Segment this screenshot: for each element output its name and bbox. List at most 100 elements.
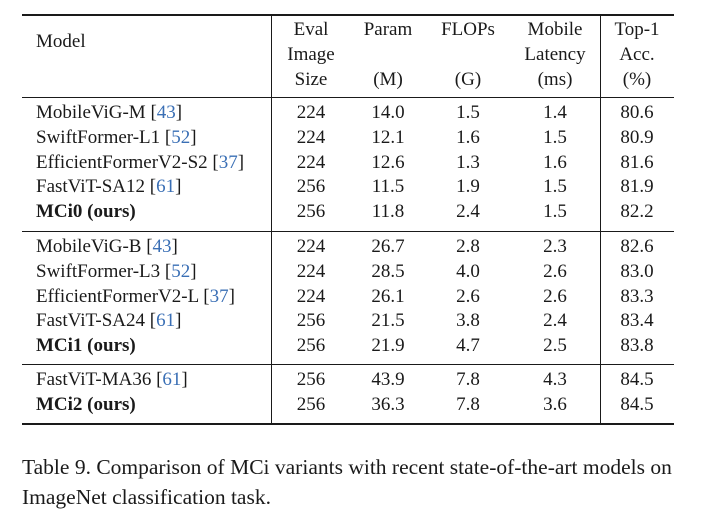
cell-model: EfficientFormerV2-S2 [37] — [36, 151, 245, 173]
cell-latency: 1.4 — [543, 102, 567, 123]
top-rule — [22, 14, 674, 16]
cell-param: 12.6 — [371, 151, 405, 173]
model-name: MCi0 (ours) — [36, 201, 136, 223]
cell-latency: 4.3 — [543, 369, 567, 390]
bottom-rule — [22, 423, 674, 425]
cell-param: 28.5 — [371, 260, 405, 282]
header-latency-2: Latency — [524, 44, 586, 65]
cell-flops: 1.5 — [456, 102, 480, 123]
citation-link[interactable]: 52 — [171, 126, 191, 148]
cell-top1: 81.6 — [620, 151, 654, 173]
cell-latency: 2.6 — [543, 285, 567, 307]
header-top1-1: Top-1 — [614, 19, 660, 40]
cell-eval-size: 256 — [296, 335, 326, 357]
model-name: SwiftFormer-L1 — [36, 126, 161, 148]
cell-top1: 83.0 — [620, 260, 654, 282]
cell-eval-size: 256 — [296, 393, 326, 415]
cell-eval-size: 224 — [296, 285, 326, 307]
citation-link[interactable]: 61 — [156, 176, 176, 198]
cell-latency: 2.5 — [543, 335, 567, 357]
header-top1-3: (%) — [622, 69, 652, 90]
header-flops-1: FLOPs — [441, 19, 495, 40]
model-name: FastViT-SA24 — [36, 310, 146, 332]
cell-param: 21.5 — [371, 310, 405, 332]
cell-flops: 1.3 — [456, 151, 480, 173]
citation-link[interactable]: 61 — [162, 369, 182, 390]
cell-param: 26.7 — [371, 236, 405, 257]
cell-param: 11.5 — [371, 176, 405, 198]
citation-link[interactable]: 37 — [218, 151, 238, 173]
cell-model: SwiftFormer-L3 [52] — [36, 260, 197, 282]
table-caption: Table 9. Comparison of MCi variants with… — [22, 455, 672, 509]
cell-eval-size: 256 — [296, 176, 326, 198]
cell-latency: 3.6 — [543, 393, 567, 415]
cell-latency: 1.5 — [543, 201, 567, 223]
cell-param: 36.3 — [371, 393, 405, 415]
group-rule-2 — [22, 364, 674, 365]
cell-flops: 3.8 — [456, 310, 480, 332]
cell-eval-size: 224 — [296, 151, 326, 173]
cell-eval-size: 224 — [296, 260, 326, 282]
cell-flops: 1.6 — [456, 126, 480, 148]
cell-flops: 2.4 — [456, 201, 480, 223]
cell-eval-size: 256 — [296, 369, 326, 390]
citation-link[interactable]: 43 — [152, 236, 172, 257]
cell-model: SwiftFormer-L1 [52] — [36, 126, 197, 148]
header-flops-2: (G) — [454, 69, 482, 90]
cell-eval-size: 224 — [296, 236, 326, 257]
cell-model: MCi2 (ours) — [36, 393, 136, 417]
citation-link[interactable]: 37 — [209, 285, 229, 307]
cell-latency: 1.6 — [543, 151, 567, 173]
cell-top1: 84.5 — [620, 393, 654, 415]
cell-flops: 2.6 — [456, 285, 480, 307]
model-name: EfficientFormerV2-S2 — [36, 151, 208, 173]
vertical-rule-left — [271, 14, 272, 425]
header-model: Model — [36, 31, 86, 52]
cell-eval-size: 224 — [296, 102, 326, 123]
cell-eval-size: 256 — [296, 201, 326, 223]
cell-top1: 83.8 — [620, 335, 654, 357]
cell-param: 12.1 — [371, 126, 405, 148]
cell-top1: 83.4 — [620, 310, 654, 332]
cell-latency: 1.5 — [543, 176, 567, 198]
model-name: SwiftFormer-L3 — [36, 260, 161, 282]
vertical-rule-right — [600, 14, 601, 425]
group-rule-1 — [22, 231, 674, 232]
cell-flops: 7.8 — [456, 369, 480, 390]
cell-top1: 80.6 — [620, 102, 654, 123]
cell-flops: 1.9 — [456, 176, 480, 198]
cell-top1: 83.3 — [620, 285, 654, 307]
model-name: EfficientFormerV2-L — [36, 285, 199, 307]
cell-top1: 80.9 — [620, 126, 654, 148]
cell-param: 26.1 — [371, 285, 405, 307]
cell-flops: 4.0 — [456, 260, 480, 282]
cell-param: 43.9 — [371, 369, 405, 390]
cell-latency: 2.4 — [543, 310, 567, 332]
header-latency-1: Mobile — [527, 19, 583, 40]
model-name: MobileViG-B — [36, 236, 142, 257]
cell-param: 11.8 — [371, 201, 405, 223]
cell-model: FastViT-MA36 [61] — [36, 369, 188, 390]
cell-latency: 2.6 — [543, 260, 567, 282]
citation-link[interactable]: 52 — [171, 260, 191, 282]
cell-eval-size: 224 — [296, 126, 326, 148]
model-name: FastViT-SA12 — [36, 176, 146, 198]
model-name: FastViT-MA36 — [36, 369, 152, 390]
citation-link[interactable]: 43 — [156, 102, 176, 123]
cell-top1: 82.6 — [620, 236, 654, 257]
cell-latency: 1.5 — [543, 126, 567, 148]
cell-flops: 4.7 — [456, 335, 480, 357]
cell-param: 14.0 — [371, 102, 405, 123]
cell-top1: 84.5 — [620, 369, 654, 390]
header-rule — [22, 97, 674, 98]
cell-model: MobileViG-M [43] — [36, 102, 183, 123]
header-param-2: (M) — [373, 69, 403, 90]
model-name: MCi2 (ours) — [36, 393, 136, 415]
cell-flops: 7.8 — [456, 393, 480, 415]
cell-top1: 82.2 — [620, 201, 654, 223]
cell-eval-size: 256 — [296, 310, 326, 332]
header-eval-3: Size — [294, 69, 328, 90]
cell-model: MCi1 (ours) — [36, 334, 136, 358]
citation-link[interactable]: 61 — [156, 310, 176, 332]
cell-model: FastViT-SA24 [61] — [36, 310, 182, 332]
